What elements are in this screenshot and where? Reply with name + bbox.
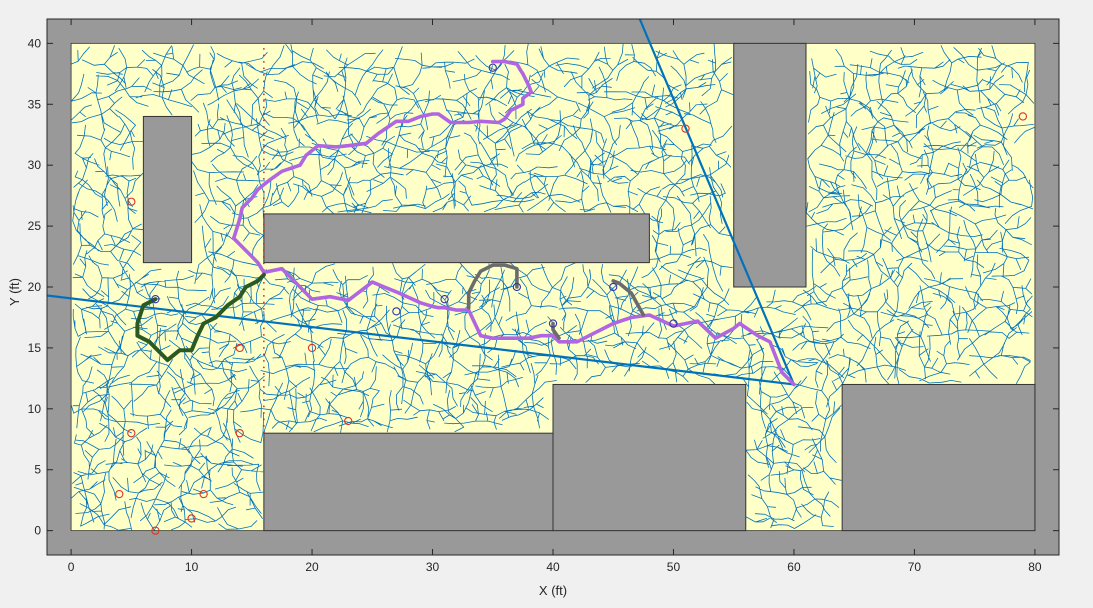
y-tick-label: 35 <box>28 97 42 111</box>
goal-marker-1 <box>127 197 136 206</box>
goal-marker-5 <box>307 343 317 353</box>
x-tick-label: 10 <box>185 560 199 574</box>
reference-lines <box>46 18 795 386</box>
y-tick-label: 20 <box>28 280 42 294</box>
x-tick-label: 80 <box>1028 560 1042 574</box>
y-tick-label: 40 <box>28 36 42 50</box>
x-axis-label: X (ft) <box>539 583 567 598</box>
goal-marker-6 <box>344 416 353 426</box>
path-green-2 <box>135 272 266 363</box>
goal-marker-12 <box>1018 112 1028 121</box>
obstacles <box>142 42 1036 532</box>
x-tick-label: 20 <box>305 560 319 574</box>
obstacle-2 <box>263 213 650 264</box>
obstacle-5 <box>552 383 747 532</box>
path-main-1 <box>231 59 796 387</box>
x-tick-label: 60 <box>787 560 801 574</box>
path-gray-5 <box>551 321 561 341</box>
y-tick-label: 10 <box>28 402 42 416</box>
start-marker-3 <box>392 307 401 316</box>
start-marker-5 <box>512 282 522 292</box>
obstacle-3 <box>733 42 807 288</box>
start-marker-6 <box>548 319 558 328</box>
path-gray-4 <box>611 279 646 317</box>
tree-edges <box>70 43 1036 531</box>
markers <box>115 63 1028 535</box>
y-tick-label: 5 <box>34 463 41 477</box>
x-tick-label: 40 <box>546 560 560 574</box>
obstacle-1 <box>142 115 193 264</box>
y-axis-label: Y (ft) <box>7 278 22 306</box>
y-tick-label: 0 <box>34 524 41 538</box>
goal-marker-9 <box>187 514 196 523</box>
x-tick-label: 30 <box>426 560 440 574</box>
x-tick-label: 0 <box>68 560 75 574</box>
goal-marker-10 <box>151 526 160 535</box>
goal-marker-11 <box>681 124 690 133</box>
exploration-tree <box>70 43 1036 531</box>
goal-marker-4 <box>235 429 244 438</box>
x-tick-label: 50 <box>667 560 681 574</box>
axes[interactable] <box>46 18 1060 556</box>
start-marker-7 <box>609 282 618 292</box>
start-marker-1 <box>488 63 497 72</box>
start-marker-8 <box>669 319 678 328</box>
start-marker-4 <box>440 295 449 304</box>
y-axis-ticks: 0 5 10 15 20 25 30 35 40 <box>28 36 1059 538</box>
y-tick-label: 30 <box>28 158 42 172</box>
goal-marker-7 <box>115 489 124 499</box>
start-marker-2 <box>151 295 160 304</box>
x-axis-ticks: 0 10 20 30 40 50 60 70 80 <box>68 19 1042 574</box>
goal-marker-8 <box>199 489 208 499</box>
obstacle-4 <box>263 432 554 532</box>
y-tick-label: 15 <box>28 341 42 355</box>
reference-line-1 <box>46 294 795 386</box>
goal-marker-2 <box>235 343 244 353</box>
obstacle-6 <box>841 383 1036 532</box>
y-tick-label: 25 <box>28 219 42 233</box>
reference-line-2 <box>638 18 795 385</box>
path-gray-3 <box>466 263 519 310</box>
x-tick-label: 70 <box>908 560 922 574</box>
paths <box>135 59 796 387</box>
goal-marker-3 <box>127 429 136 438</box>
